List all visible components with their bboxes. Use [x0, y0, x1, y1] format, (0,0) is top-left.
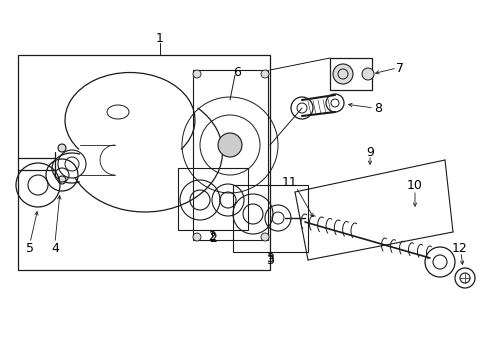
Bar: [232, 185, 307, 252]
Text: 12: 12: [451, 242, 467, 255]
Text: 3: 3: [265, 252, 273, 265]
Circle shape: [193, 233, 201, 241]
Circle shape: [361, 68, 373, 80]
Circle shape: [58, 144, 66, 152]
Bar: [193, 70, 267, 240]
Text: 4: 4: [51, 242, 59, 255]
Text: 10: 10: [406, 179, 422, 192]
Text: 6: 6: [233, 66, 241, 78]
Circle shape: [332, 64, 352, 84]
Text: 2: 2: [207, 230, 216, 243]
Circle shape: [218, 133, 242, 157]
Bar: [329, 58, 371, 90]
Bar: [178, 168, 247, 230]
Text: 9: 9: [366, 145, 373, 158]
Circle shape: [58, 176, 66, 184]
Text: 2: 2: [209, 231, 217, 244]
Text: 1: 1: [156, 32, 163, 45]
Text: 11: 11: [282, 176, 297, 189]
Bar: [18, 55, 269, 270]
Text: 8: 8: [373, 102, 381, 114]
Text: 3: 3: [265, 253, 273, 266]
Text: 5: 5: [26, 242, 34, 255]
Circle shape: [261, 233, 268, 241]
Circle shape: [193, 70, 201, 78]
Circle shape: [261, 70, 268, 78]
Text: 7: 7: [395, 62, 403, 75]
